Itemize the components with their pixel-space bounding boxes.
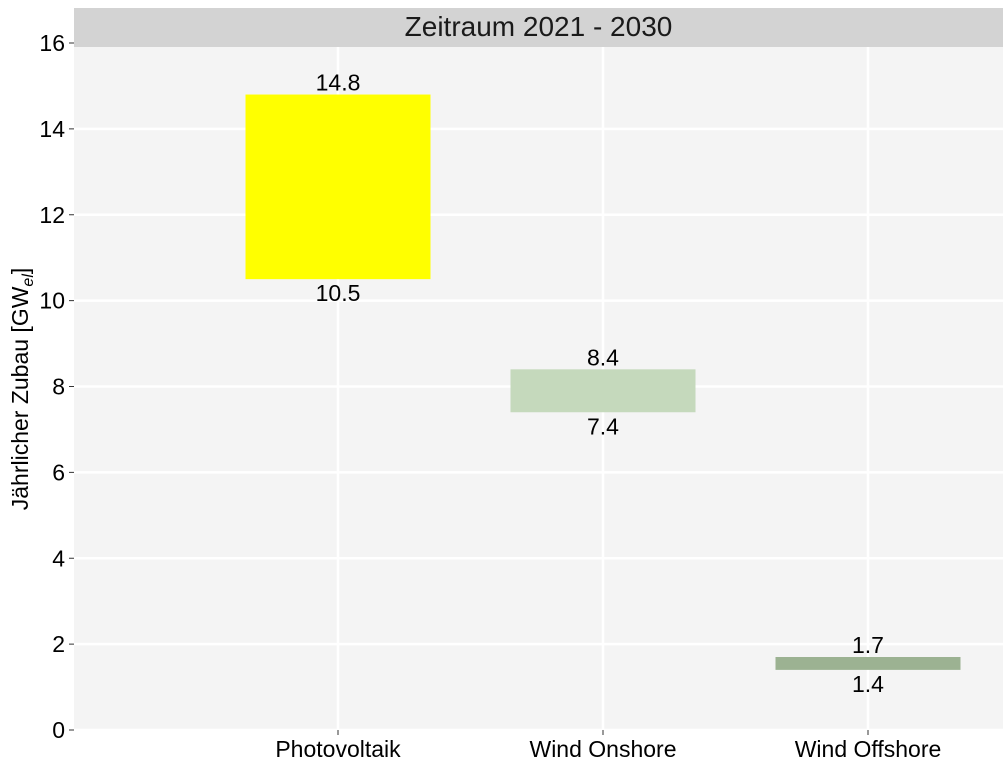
range-bar-wind-offshore: [775, 657, 961, 670]
x-tick-label: Photovoltaik: [275, 736, 401, 762]
y-axis-label: Jährlicher Zubau [GWel]: [7, 268, 37, 511]
x-tick-label: Wind Onshore: [529, 736, 676, 762]
y-tick-label: 6: [52, 459, 65, 485]
data-label-high: 14.8: [316, 70, 361, 96]
y-tick-label: 12: [39, 202, 65, 228]
facet-strip: [74, 8, 1003, 47]
y-tick-label: 4: [52, 545, 65, 571]
y-tick-label: 10: [39, 288, 65, 314]
y-axis-label-close: ]: [7, 268, 33, 274]
data-label-low: 7.4: [587, 413, 619, 439]
y-tick-label: 14: [39, 116, 65, 142]
data-label-high: 8.4: [587, 344, 619, 370]
x-tick-label: Wind Offshore: [795, 736, 942, 762]
y-axis-label-main: Jährlicher Zubau [GW: [7, 286, 33, 510]
data-label-low: 10.5: [316, 280, 361, 306]
y-tick-label: 8: [52, 374, 65, 400]
facet-title: Zeitraum 2021 - 2030: [405, 11, 673, 42]
plot-panel: [74, 8, 1003, 730]
y-tick-label: 0: [52, 717, 65, 743]
range-bar-photovoltaik: [245, 94, 431, 280]
data-label-high: 1.7: [852, 632, 884, 658]
data-label-low: 1.4: [852, 671, 884, 697]
y-axis-label-subscript: el: [20, 274, 37, 287]
range-bar-wind-onshore: [510, 369, 696, 413]
y-tick-label: 2: [52, 631, 65, 657]
y-tick-label: 16: [39, 30, 65, 56]
